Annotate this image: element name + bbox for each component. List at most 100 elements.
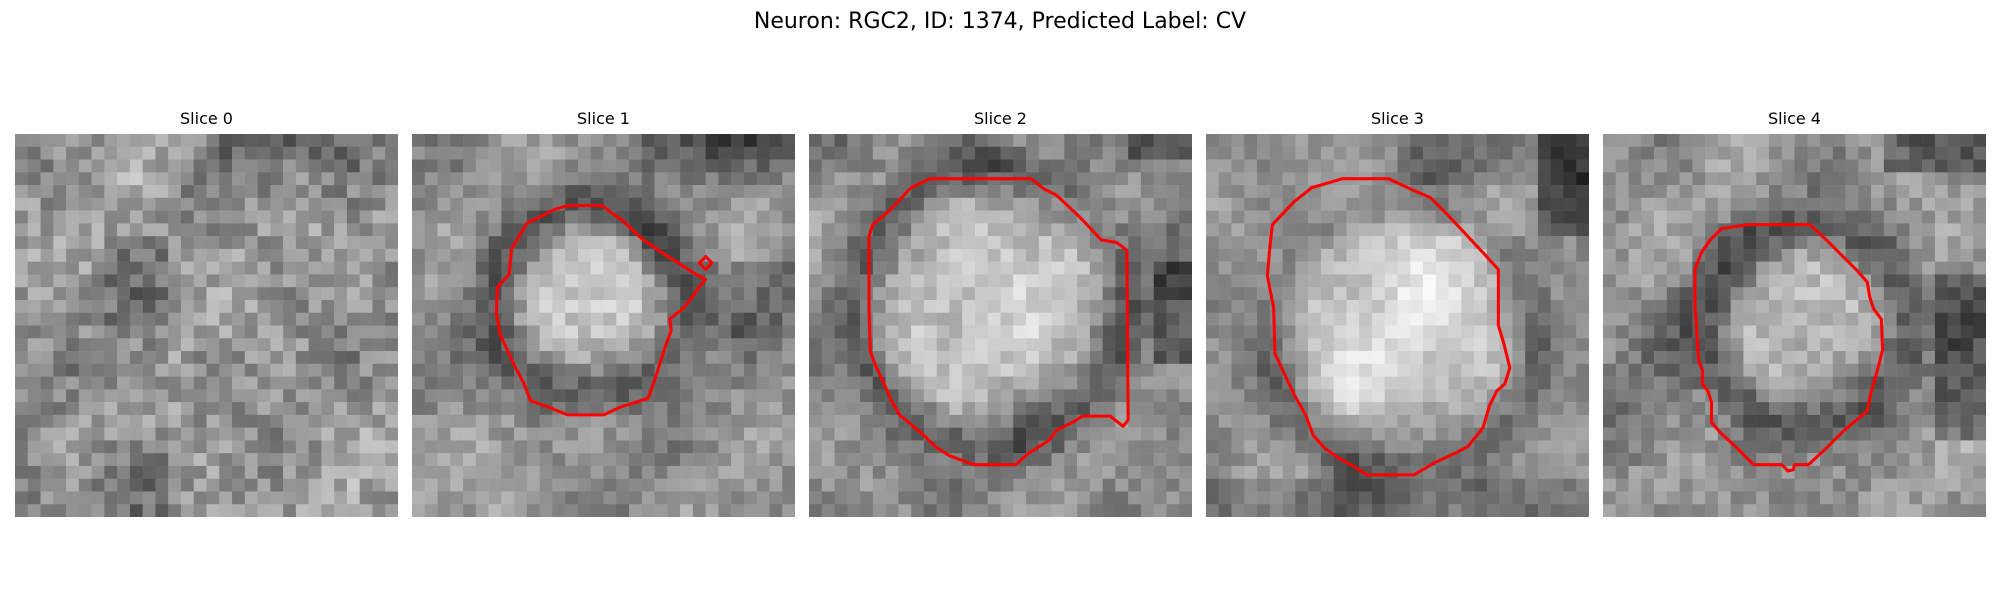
slice-pixel — [1206, 236, 1220, 250]
slice-pixel — [1371, 197, 1385, 211]
slice-pixel — [129, 465, 143, 479]
slice-pixel — [936, 351, 950, 365]
slice-pixel — [180, 210, 194, 224]
slice-pixel — [1807, 210, 1821, 224]
slice-pixel — [1115, 159, 1129, 173]
slice-pixel — [1537, 210, 1551, 224]
slice-pixel — [53, 172, 67, 186]
slice-pixel — [142, 197, 156, 211]
slice-pixel — [1537, 185, 1551, 199]
slice-image-1 — [412, 134, 795, 517]
slice-pixel — [129, 261, 143, 275]
slice-pixel — [1550, 504, 1564, 517]
slice-pixel — [936, 363, 950, 377]
slice-pixel — [1089, 312, 1103, 326]
slice-pixel — [641, 440, 655, 454]
slice-pixel — [680, 491, 694, 505]
slice-pixel — [193, 185, 207, 199]
slice-pixel — [232, 210, 246, 224]
slice-pixel — [1115, 453, 1129, 467]
slice-pixel — [821, 338, 835, 352]
slice-pixel — [1026, 299, 1040, 313]
slice-pixel — [898, 261, 912, 275]
grayscale-slice-2 — [809, 134, 1192, 517]
slice-pixel — [232, 491, 246, 505]
slice-pixel — [936, 134, 950, 148]
slice-pixel — [1257, 159, 1271, 173]
slice-pixel — [1756, 197, 1770, 211]
slice-pixel — [1947, 312, 1961, 326]
slice-pixel — [1832, 351, 1846, 365]
slice-pixel — [1166, 223, 1180, 237]
slice-pixel — [66, 376, 80, 390]
slice-pixel — [168, 478, 182, 492]
slice-pixel — [1679, 453, 1693, 467]
slice-pixel — [1934, 402, 1948, 416]
slice-pixel — [424, 465, 438, 479]
slice-pixel — [463, 248, 477, 262]
red-segmentation-contour — [867, 177, 1130, 467]
slice-pixel — [283, 504, 297, 517]
slice-pixel — [104, 427, 118, 441]
slice-pixel — [1231, 504, 1245, 517]
slice-pixel — [1089, 363, 1103, 377]
slice-pixel — [463, 491, 477, 505]
slice-pixel — [590, 440, 604, 454]
slice-pixel — [53, 146, 67, 160]
slice-pixel — [142, 134, 156, 148]
slice-pixel — [1871, 172, 1885, 186]
slice-pixel — [1448, 274, 1462, 288]
slice-pixel — [1333, 440, 1347, 454]
slice-pixel — [654, 236, 668, 250]
slice-pixel — [1743, 389, 1757, 403]
slice-pixel — [872, 338, 886, 352]
slice-pixel — [66, 402, 80, 416]
slice-pixel — [1794, 478, 1808, 492]
slice-pixel — [1550, 414, 1564, 428]
slice-pixel — [168, 414, 182, 428]
slice-pixel — [1743, 351, 1757, 365]
slice-pixel — [1077, 236, 1091, 250]
slice-pixel — [1922, 376, 1936, 390]
slice-pixel — [987, 299, 1001, 313]
slice-pixel — [667, 491, 681, 505]
slice-pixel — [1486, 261, 1500, 275]
slice-pixel — [1153, 312, 1167, 326]
slice-pixel — [1615, 491, 1629, 505]
slice-pixel — [372, 261, 386, 275]
slice-pixel — [1102, 491, 1116, 505]
slice-pixel — [1179, 491, 1192, 505]
slice-pixel — [104, 338, 118, 352]
slice-pixel — [40, 427, 54, 441]
slice-pixel — [1666, 236, 1680, 250]
slice-pixel — [718, 465, 732, 479]
slice-pixel — [1641, 427, 1655, 441]
slice-pixel — [1615, 325, 1629, 339]
slice-pixel — [756, 504, 770, 517]
slice-pixel — [1563, 248, 1577, 262]
slice-pixel — [1448, 363, 1462, 377]
slice-pixel — [244, 236, 258, 250]
slice-pixel — [1820, 312, 1834, 326]
slice-pixel — [1359, 338, 1373, 352]
slice-pixel — [1896, 299, 1910, 313]
slice-pixel — [1282, 248, 1296, 262]
slice-pixel — [1654, 172, 1668, 186]
slice-pixel — [321, 172, 335, 186]
slice-pixel — [437, 389, 451, 403]
slice-pixel — [1883, 376, 1897, 390]
slice-pixel — [552, 261, 566, 275]
slice-pixel — [91, 159, 105, 173]
slice-pixel — [308, 261, 322, 275]
slice-pixel — [680, 440, 694, 454]
slice-pixel — [847, 197, 861, 211]
slice-pixel — [257, 146, 271, 160]
slice-pixel — [1654, 210, 1668, 224]
slice-pixel — [1705, 197, 1719, 211]
slice-pixel — [1000, 491, 1014, 505]
slice-pixel — [577, 440, 591, 454]
slice-pixel — [27, 159, 41, 173]
slice-pixel — [129, 248, 143, 262]
slice-pixel — [1730, 172, 1744, 186]
slice-pixel — [1218, 248, 1232, 262]
